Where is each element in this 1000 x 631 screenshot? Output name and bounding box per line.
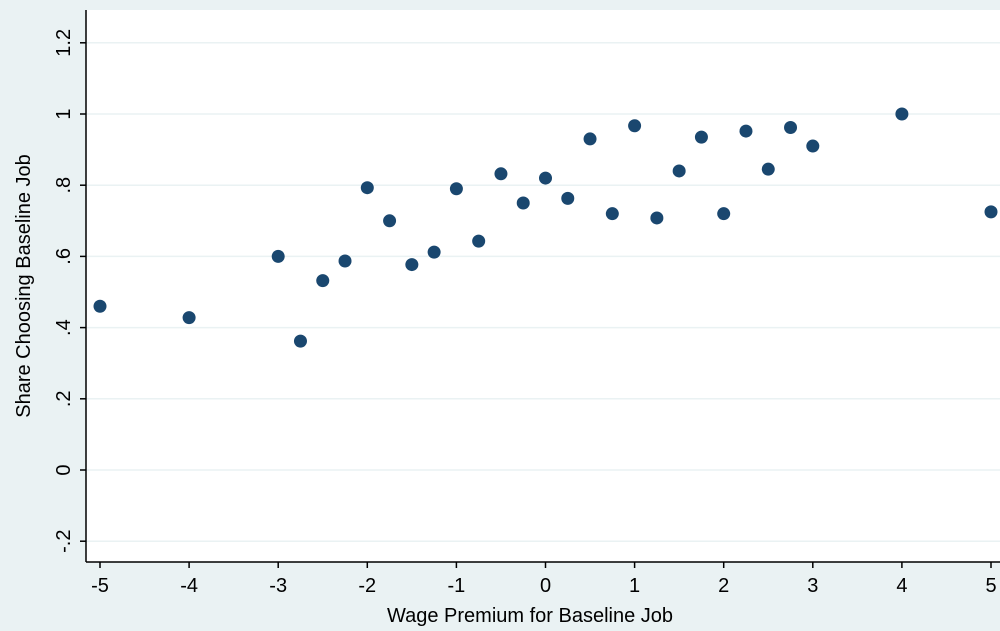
y-tick-label: .6 — [53, 248, 75, 265]
x-tick-label: -5 — [91, 575, 109, 597]
x-axis-title: Wage Premium for Baseline Job — [387, 605, 673, 627]
data-point — [516, 196, 530, 210]
data-point — [717, 207, 731, 221]
data-points — [93, 107, 998, 348]
data-point — [984, 205, 998, 219]
data-point — [806, 139, 820, 153]
data-point — [583, 132, 597, 146]
x-tick-label: 5 — [985, 575, 996, 597]
data-point — [405, 258, 419, 272]
y-tick-label: 1 — [53, 108, 75, 119]
y-tick-label: 1.2 — [53, 29, 75, 57]
gridlines — [86, 42, 1000, 542]
y-tick-label: 0 — [53, 464, 75, 475]
x-tick-label: 2 — [718, 575, 729, 597]
data-point — [427, 245, 441, 259]
data-point — [93, 299, 107, 313]
x-tick-label: 0 — [540, 575, 551, 597]
y-tick-label: .4 — [53, 319, 75, 336]
y-axis-title: Share Choosing Baseline Job — [13, 154, 35, 418]
data-point — [472, 234, 486, 248]
x-tick-label: -1 — [448, 575, 466, 597]
y-axis-ticks: -.2 0 .2 .4 .6 .8 1 1.2 — [53, 29, 86, 553]
data-point — [784, 121, 798, 135]
x-tick-label: -4 — [180, 575, 198, 597]
x-tick-label: 1 — [629, 575, 640, 597]
data-point — [338, 254, 352, 268]
data-point — [694, 130, 708, 144]
y-tick-label: -.2 — [53, 530, 75, 553]
data-point — [539, 171, 552, 185]
data-point — [895, 107, 909, 121]
y-tick-label: .2 — [53, 390, 75, 407]
data-point — [739, 124, 753, 138]
data-point — [293, 334, 307, 348]
data-point — [316, 274, 330, 288]
x-tick-label: -2 — [358, 575, 376, 597]
data-point — [628, 119, 642, 133]
x-tick-label: 3 — [807, 575, 818, 597]
data-point — [449, 182, 463, 196]
plot-area — [86, 10, 1000, 562]
data-point — [271, 249, 285, 263]
data-point — [494, 167, 508, 181]
x-tick-label: 4 — [896, 575, 907, 597]
data-point — [761, 162, 775, 176]
data-point — [650, 211, 664, 225]
data-point — [383, 214, 397, 228]
data-point — [182, 311, 196, 325]
y-tick-label: .8 — [53, 177, 75, 194]
data-point — [605, 207, 619, 221]
data-point — [561, 191, 575, 205]
x-tick-label: -3 — [269, 575, 287, 597]
data-point — [360, 181, 374, 195]
x-axis-ticks: -5 -4 -3 -2 -1 0 1 2 3 4 5 — [91, 562, 997, 597]
data-point — [672, 164, 686, 178]
